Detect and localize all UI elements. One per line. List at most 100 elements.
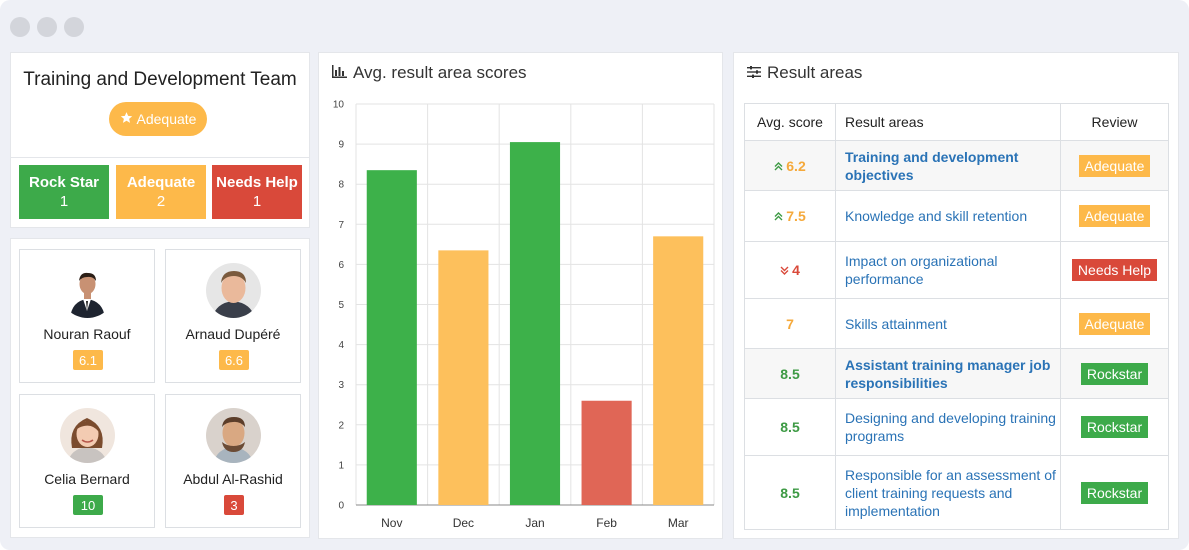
result-area-link[interactable]: Training and development objectives [845,148,1019,183]
stat-needs-help[interactable]: Needs Help 1 [212,165,302,219]
review-status-badge[interactable]: Adequate [1078,312,1151,335]
chart-title: Avg. result area scores [353,63,527,82]
review-cell: Adequate [1060,140,1169,191]
stat-rockstar[interactable]: Rock Star 1 [19,165,109,219]
x-tick-label: Mar [668,516,689,530]
window-minimize-dot[interactable] [37,17,57,37]
stat-count: 1 [59,193,69,210]
result-area-cell: Responsible for an assessment of client … [835,455,1061,530]
team-card: Training and Development Team Adequate R… [10,52,310,228]
chart-panel: Avg. result area scores 0 1 2 3 4 5 6 7 8 9 10 Nov D… [318,52,723,539]
review-status-badge[interactable]: Rockstar [1080,416,1149,438]
avg-score-value: 7 [786,315,794,332]
avg-score-value: 6.2 [786,157,806,174]
review-cell: Rockstar [1060,398,1169,456]
members-panel: Nouran Raouf 6.1 Arnaud Dupéré 6.6 [10,238,310,538]
table-row[interactable]: 4 Impact on organizational performance Nee… [744,241,1169,299]
member-name: Abdul Al-Rashid [183,471,283,487]
avg-score-value: 8.5 [780,365,800,382]
result-area-cell: Assistant training manager job responsib… [835,348,1061,399]
sliders-icon [747,63,761,83]
result-area-cell: Impact on organizational performance [835,241,1061,299]
review-status-badge[interactable]: Needs Help [1071,259,1158,281]
review-status-badge[interactable]: Adequate [1078,205,1151,227]
window-close-dot[interactable] [10,17,30,37]
y-tick-label: 2 [338,420,344,431]
team-status-badge[interactable]: Adequate [109,102,207,136]
avg-score-value: 7.5 [786,208,806,224]
table-row[interactable]: 7 Skills attainment Adequate [744,298,1169,349]
avatar [60,263,115,318]
review-status-badge[interactable]: Rockstar [1080,481,1149,504]
result-area-cell: Designing and developing training progra… [835,398,1061,456]
avg-score-value: 8.5 [780,484,800,501]
trend-up-icon [774,158,783,174]
result-area-link[interactable]: Skills attainment [845,315,947,332]
table-row[interactable]: 7.5 Knowledge and skill retention Adequate [744,190,1169,242]
stat-count: 1 [252,193,262,210]
result-area-link[interactable]: Assistant training manager job responsib… [845,356,1051,391]
x-tick-label: Nov [381,516,402,530]
avg-score-cell: 7 [744,298,836,349]
result-area-link[interactable]: Knowledge and skill retention [845,208,1028,224]
member-card[interactable]: Nouran Raouf 6.1 [19,249,155,383]
member-name: Nouran Raouf [43,326,131,342]
y-tick-label: 7 [338,220,344,231]
table-row[interactable]: 6.2 Training and development objectives Ad… [744,140,1169,191]
bar-nov[interactable] [366,170,417,505]
window-controls [10,17,84,37]
y-tick-label: 3 [338,380,344,391]
trend-down-icon [780,262,789,278]
result-areas-header: Result areas [747,63,862,83]
review-cell: Adequate [1060,298,1169,349]
table-row[interactable]: 8.5 Assistant training manager job respon… [744,348,1169,399]
avatar [60,408,115,463]
bar-dec[interactable] [438,250,489,505]
table-header-row: Avg. score Result areas Review [744,103,1169,141]
trend-up-icon [774,208,783,224]
team-status-label: Adequate [136,111,197,127]
y-tick-label: 0 [338,501,344,512]
window-maximize-dot[interactable] [64,17,84,37]
y-tick-label: 10 [333,100,345,111]
member-card[interactable]: Arnaud Dupéré 6.6 [165,249,301,383]
star-icon [120,111,133,127]
member-score-badge: 6.6 [219,350,249,370]
avatar [206,408,261,463]
result-area-link[interactable]: Impact on organizational performance [845,253,998,287]
header-avg-score[interactable]: Avg. score [744,103,836,141]
review-cell: Needs Help [1060,241,1169,299]
result-area-cell: Training and development objectives [835,140,1061,191]
stat-adequate[interactable]: Adequate 2 [116,165,206,219]
bar-chart-icon [332,63,347,83]
result-area-cell: Knowledge and skill retention [835,190,1061,242]
bar-jan[interactable] [509,142,561,505]
avg-score-cell: 8.5 [744,398,836,456]
member-score-badge: 10 [73,495,103,515]
review-status-badge[interactable]: Rockstar [1080,362,1149,385]
member-card[interactable]: Abdul Al-Rashid 3 [165,394,301,528]
review-status-badge[interactable]: Adequate [1078,154,1151,177]
result-area-link[interactable]: Designing and developing training progra… [845,410,1056,444]
avg-score-cell: 8.5 [744,455,836,530]
member-score-badge: 6.1 [73,350,103,370]
review-cell: Adequate [1060,190,1169,242]
table-row[interactable]: 8.5 Responsible for an assessment of clie… [744,455,1169,530]
bar-feb[interactable] [581,400,632,505]
y-tick-label: 8 [338,180,344,191]
avg-score-cell: 7.5 [744,190,836,242]
x-tick-label: Feb [596,516,617,530]
member-card[interactable]: Celia Bernard 10 [19,394,155,528]
result-area-link[interactable]: Responsible for an assessment of client … [845,466,1056,519]
member-name: Arnaud Dupéré [185,326,281,342]
avg-score-value: 4 [792,262,800,278]
result-areas-panel: Result areas Avg. score Result areas Rev… [733,52,1179,539]
table-row[interactable]: 8.5 Designing and developing training pro… [744,398,1169,456]
header-review[interactable]: Review [1060,103,1169,141]
header-result-areas[interactable]: Result areas [835,103,1061,141]
avatar [206,263,261,318]
review-cell: Rockstar [1060,348,1169,399]
bar-mar[interactable] [653,236,704,505]
team-title: Training and Development Team [23,69,297,90]
